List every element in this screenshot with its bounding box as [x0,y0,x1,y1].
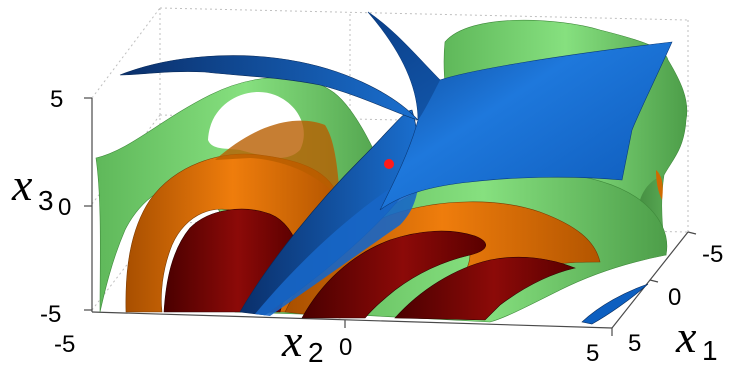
surface-red-right-2 [394,256,576,321]
x3-axis-label: x 3 [11,159,54,216]
surface-red-right [301,230,486,319]
surface-blue-tail [119,55,419,121]
x3-label-base: x [11,159,33,210]
x1-axis-label: x 1 [675,311,718,365]
x2-label-base: x [281,315,303,365]
surface-blue-main-shade [368,12,440,120]
x3-tick-top: 5 [50,86,63,113]
surface-blue-main [367,11,673,211]
surface-orange-left-back [215,120,340,200]
x1-label-sub: 1 [702,335,718,365]
surface-blue-wedge-front [255,170,419,316]
x2-tick-mid: 0 [339,334,352,361]
marker-point [384,159,394,169]
surface-blue-sliver [581,283,649,325]
x1-tick-top: -5 [702,241,723,268]
surface-orange-edge [656,170,663,200]
x3-label-sub: 3 [38,185,54,216]
x3-tick-mid: 0 [58,194,71,221]
x1-tick-mid: 0 [668,284,681,311]
x1-tick-bottom: 5 [628,330,641,357]
x1-label-base: x [675,311,697,362]
x2-axis-label: x 2 [281,315,324,365]
x2-label-sub: 2 [308,337,324,365]
x2-tick-right: 5 [586,340,599,365]
axis-lines [84,97,697,336]
x2-tick-left: -5 [54,331,75,358]
x3-tick-bottom: -5 [40,301,61,328]
